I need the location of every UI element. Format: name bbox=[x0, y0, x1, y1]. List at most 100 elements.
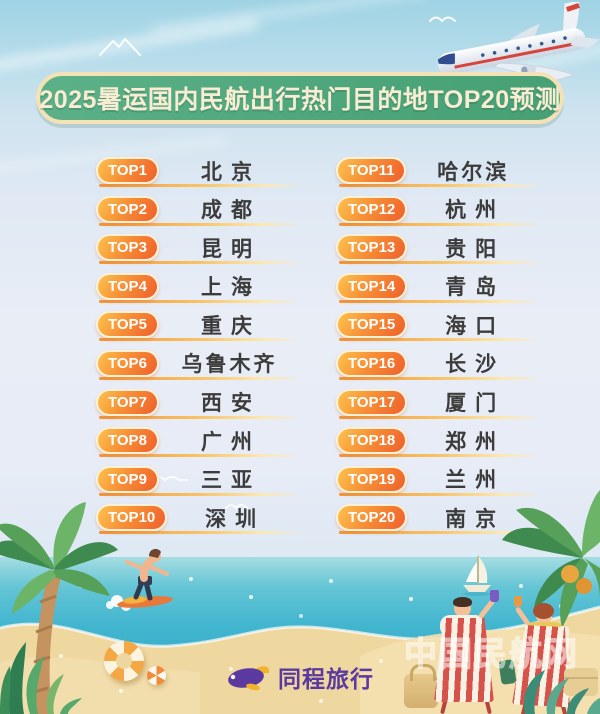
woman-hair bbox=[533, 603, 554, 619]
swim-ring bbox=[104, 641, 144, 681]
ranking-row: TOP6 乌鲁木齐 bbox=[96, 349, 298, 380]
sparkles bbox=[0, 0, 2, 2]
city-name: 广州 bbox=[200, 430, 261, 454]
woman-arm bbox=[514, 606, 531, 626]
ranking-column-left: TOP1 北京 TOP2 成都 TOP3 昆明 TOP4 上海 TOP5 重庆 bbox=[96, 157, 298, 543]
rank-underline bbox=[99, 492, 298, 496]
city-name: 海口 bbox=[445, 314, 506, 338]
rank-badge: TOP15 bbox=[336, 311, 408, 339]
ranking-row: TOP1 北京 bbox=[96, 157, 298, 187]
rank-underline bbox=[99, 376, 298, 380]
ranking-row: TOP18 郑州 bbox=[336, 427, 538, 458]
city-name: 贵阳 bbox=[445, 237, 506, 261]
ranking-row: TOP9 三亚 bbox=[96, 465, 298, 496]
city-name: 兰州 bbox=[445, 469, 506, 493]
ranking-row: TOP19 兰州 bbox=[336, 465, 538, 496]
rank-underline bbox=[99, 531, 298, 535]
ranking-row: TOP2 成都 bbox=[96, 195, 298, 226]
city-name: 三亚 bbox=[200, 469, 261, 493]
rank-badge: TOP17 bbox=[336, 388, 408, 416]
ranking-row: TOP10 深圳 bbox=[96, 504, 298, 535]
rank-badge: TOP5 bbox=[96, 311, 159, 339]
ranking-row: TOP11 哈尔滨 bbox=[336, 157, 538, 187]
rank-badge: TOP19 bbox=[336, 465, 408, 493]
rank-underline bbox=[99, 338, 298, 342]
city-name: 哈尔滨 bbox=[437, 160, 510, 184]
rank-badge: TOP11 bbox=[336, 157, 407, 184]
city-name: 西安 bbox=[200, 392, 261, 416]
rank-underline bbox=[99, 415, 298, 419]
rank-underline bbox=[339, 454, 538, 458]
city-name: 厦门 bbox=[445, 392, 506, 416]
ranking-row: TOP4 上海 bbox=[96, 272, 298, 303]
watermark: 中国民航网 bbox=[403, 634, 579, 672]
rank-badge: TOP10 bbox=[96, 504, 168, 532]
city-name: 北京 bbox=[200, 160, 261, 184]
rank-underline bbox=[339, 222, 538, 226]
rank-badge: TOP13 bbox=[336, 234, 408, 262]
rank-badge: TOP8 bbox=[96, 427, 159, 455]
beach-chair bbox=[434, 618, 494, 702]
rank-badge: TOP9 bbox=[96, 465, 159, 493]
city-name: 南京 bbox=[445, 507, 506, 531]
palm-tree-right bbox=[502, 490, 600, 628]
rank-badge: TOP14 bbox=[336, 272, 408, 300]
rank-badge: TOP6 bbox=[96, 349, 159, 377]
ranking-row: TOP5 重庆 bbox=[96, 311, 298, 342]
rank-underline bbox=[339, 376, 538, 380]
city-name: 深圳 bbox=[205, 507, 266, 531]
poster-title-banner: 2025暑运国内民航出行热门目的地TOP20预测 bbox=[36, 72, 564, 124]
rank-underline bbox=[99, 184, 298, 187]
rank-underline bbox=[99, 454, 298, 458]
rank-underline bbox=[339, 492, 538, 496]
ranking-row: TOP16 长沙 bbox=[336, 349, 538, 380]
beach-chairs-people bbox=[396, 590, 600, 714]
city-name: 长沙 bbox=[445, 353, 506, 377]
beach-plants-left bbox=[0, 642, 82, 714]
ranking-row: TOP15 海口 bbox=[336, 311, 538, 342]
beach-plants-right bbox=[523, 670, 600, 714]
city-name: 青岛 bbox=[445, 276, 506, 300]
rank-underline bbox=[339, 299, 538, 303]
ranking-row: TOP20 南京 bbox=[336, 504, 538, 535]
rank-underline bbox=[339, 531, 538, 535]
orange-drink-cup bbox=[514, 596, 522, 607]
rank-badge: TOP18 bbox=[336, 427, 408, 455]
rank-underline bbox=[339, 184, 538, 187]
city-name: 上海 bbox=[200, 276, 261, 300]
rank-badge: TOP2 bbox=[96, 195, 159, 223]
rank-badge: TOP3 bbox=[96, 234, 159, 262]
rank-underline bbox=[339, 261, 538, 265]
beach-ball bbox=[147, 666, 166, 685]
ranking-row: TOP7 西安 bbox=[96, 388, 298, 419]
city-name: 杭州 bbox=[445, 199, 506, 223]
rank-underline bbox=[99, 299, 298, 303]
rank-badge: TOP1 bbox=[96, 157, 159, 184]
rank-underline bbox=[339, 415, 538, 419]
rank-underline bbox=[99, 261, 298, 265]
rank-badge: TOP4 bbox=[96, 272, 159, 300]
brand-mascot-whale-icon bbox=[228, 666, 270, 691]
brand-footer: 同程旅行 bbox=[226, 660, 374, 694]
ranking-row: TOP8 广州 bbox=[96, 427, 298, 458]
rank-badge: TOP20 bbox=[336, 504, 408, 532]
brand-name: 同程旅行 bbox=[278, 666, 374, 692]
city-name: 成都 bbox=[200, 199, 261, 223]
ranking-row: TOP13 贵阳 bbox=[336, 234, 538, 265]
ranking-row: TOP17 厦门 bbox=[336, 388, 538, 419]
man-hair bbox=[453, 597, 472, 607]
rank-badge: TOP16 bbox=[336, 349, 408, 377]
city-name: 昆明 bbox=[200, 237, 261, 261]
ranking-row: TOP14 青岛 bbox=[336, 272, 538, 303]
mountain-doodle bbox=[99, 37, 141, 56]
rank-underline bbox=[339, 338, 538, 342]
rank-badge: TOP7 bbox=[96, 388, 159, 416]
palm-tree-left bbox=[0, 502, 118, 714]
rank-badge: TOP12 bbox=[336, 195, 408, 223]
purple-drink-cup bbox=[490, 590, 499, 602]
picnic-basket bbox=[404, 664, 438, 708]
city-name: 乌鲁木齐 bbox=[181, 353, 278, 377]
poster-title: 2025暑运国内民航出行热门目的地TOP20预测 bbox=[39, 86, 561, 114]
ranking-column-right: TOP11 哈尔滨 TOP12 杭州 TOP13 贵阳 TOP14 青岛 TOP… bbox=[336, 157, 538, 543]
